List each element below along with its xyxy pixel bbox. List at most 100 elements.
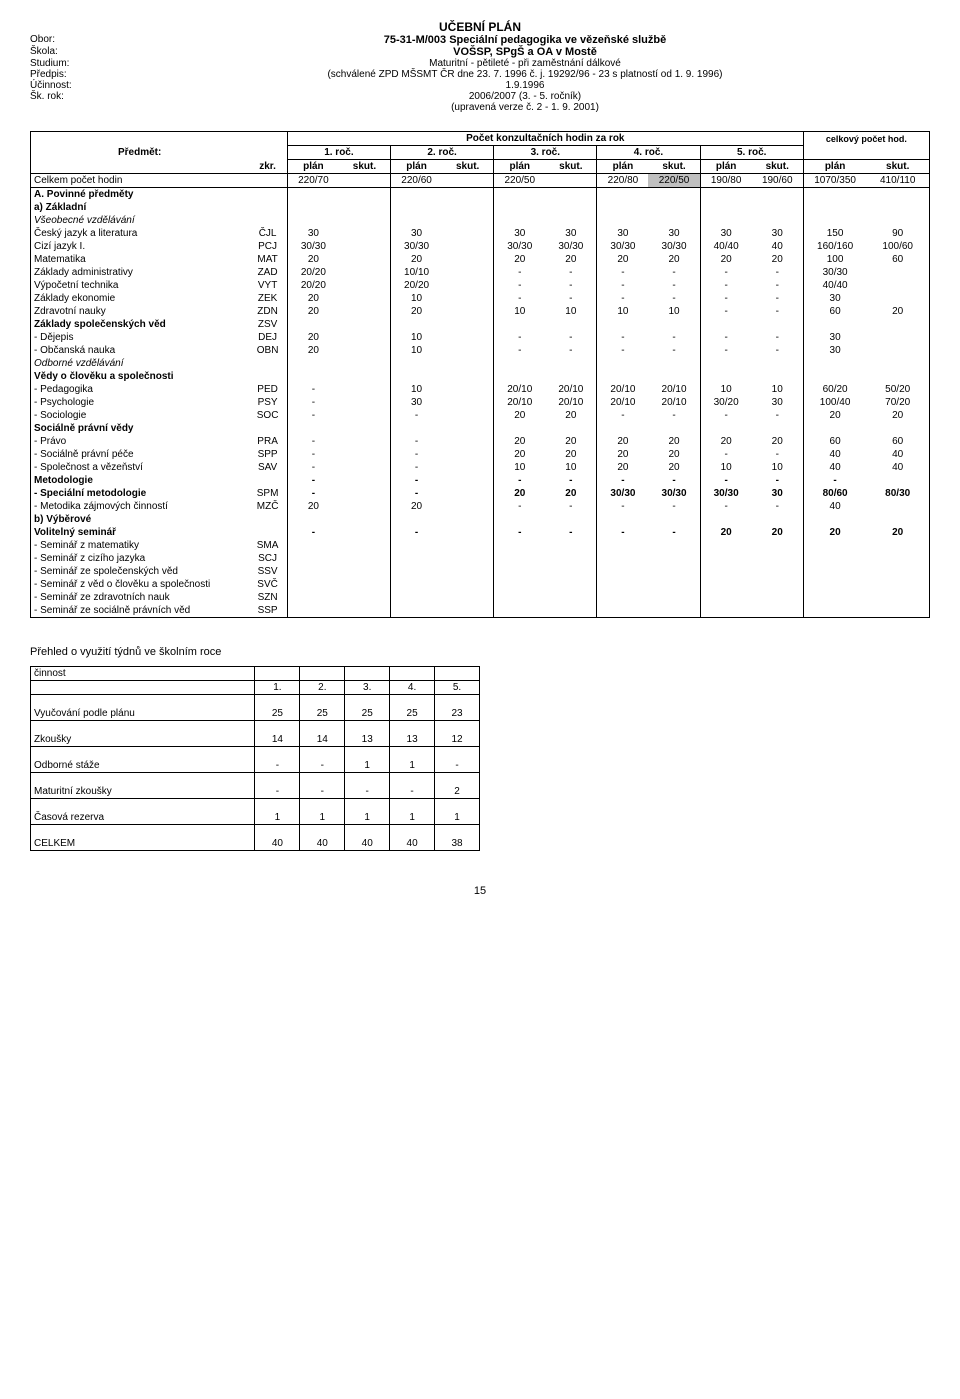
row-zkr: SPP bbox=[248, 448, 287, 461]
ov-cell: 1 bbox=[390, 811, 435, 825]
cell: - bbox=[494, 292, 546, 305]
cell bbox=[597, 370, 649, 383]
cell bbox=[339, 591, 391, 604]
plan-header: plán bbox=[700, 160, 752, 174]
cell: - bbox=[752, 305, 804, 318]
cell bbox=[545, 578, 597, 591]
cell bbox=[803, 552, 866, 565]
zkr-header: zkr. bbox=[248, 160, 287, 174]
cell bbox=[700, 513, 752, 526]
ucinnost-label: Účinnost: bbox=[30, 80, 120, 91]
cell bbox=[545, 370, 597, 383]
cell bbox=[442, 188, 494, 202]
row-zkr: ZSV bbox=[248, 318, 287, 331]
row-name: - Psychologie bbox=[31, 396, 249, 409]
cell bbox=[545, 604, 597, 618]
skut-header: skut. bbox=[545, 160, 597, 174]
cell bbox=[287, 318, 339, 331]
cell: - bbox=[700, 292, 752, 305]
cell bbox=[803, 188, 866, 202]
cell bbox=[287, 513, 339, 526]
cell: - bbox=[752, 344, 804, 357]
cell: 20 bbox=[700, 435, 752, 448]
cell: 220/50 bbox=[648, 174, 700, 188]
cell: 20 bbox=[545, 253, 597, 266]
cell: 60 bbox=[803, 435, 866, 448]
cell bbox=[339, 604, 391, 618]
cell bbox=[287, 578, 339, 591]
cell bbox=[339, 370, 391, 383]
cell bbox=[803, 318, 866, 331]
cell bbox=[648, 214, 700, 227]
row-zkr: SVČ bbox=[248, 578, 287, 591]
ov-cell: 40 bbox=[255, 837, 300, 851]
cell: - bbox=[391, 526, 443, 539]
row-name: - Sociologie bbox=[31, 409, 249, 422]
cell bbox=[442, 396, 494, 409]
cell bbox=[648, 318, 700, 331]
cell bbox=[339, 526, 391, 539]
cell: - bbox=[648, 292, 700, 305]
cell: 1070/350 bbox=[803, 174, 866, 188]
row-zkr: ZAD bbox=[248, 266, 287, 279]
cell: 20 bbox=[752, 526, 804, 539]
row-name: - Občanská nauka bbox=[31, 344, 249, 357]
cell bbox=[391, 591, 443, 604]
cell bbox=[391, 513, 443, 526]
cell bbox=[339, 214, 391, 227]
cell: 60 bbox=[803, 305, 866, 318]
cell bbox=[866, 604, 929, 618]
row-name: Odborné vzdělávání bbox=[31, 357, 249, 370]
cell bbox=[866, 344, 929, 357]
cell: - bbox=[648, 266, 700, 279]
cell: 20 bbox=[866, 305, 929, 318]
cell bbox=[339, 552, 391, 565]
row-name: - Speciální metodologie bbox=[31, 487, 249, 500]
year-header: 3. roč. bbox=[494, 146, 597, 160]
cell bbox=[752, 591, 804, 604]
cell bbox=[866, 188, 929, 202]
cell: - bbox=[287, 487, 339, 500]
cell bbox=[442, 253, 494, 266]
row-name: - Metodika zájmových činností bbox=[31, 500, 249, 513]
ov-cell: - bbox=[255, 759, 300, 773]
row-name: A. Povinné předměty bbox=[31, 188, 249, 202]
cell: - bbox=[648, 526, 700, 539]
cell bbox=[442, 292, 494, 305]
cell bbox=[442, 474, 494, 487]
cell: - bbox=[700, 279, 752, 292]
cell bbox=[700, 214, 752, 227]
cell bbox=[752, 188, 804, 202]
cell: 30 bbox=[803, 292, 866, 305]
cell bbox=[339, 448, 391, 461]
cell: 20 bbox=[545, 448, 597, 461]
cell bbox=[866, 565, 929, 578]
row-name: - Seminář z věd o člověku a společnosti bbox=[31, 578, 249, 591]
cell: 20 bbox=[494, 435, 546, 448]
cell: 20 bbox=[494, 448, 546, 461]
cell bbox=[866, 318, 929, 331]
cell bbox=[700, 591, 752, 604]
cell: 40 bbox=[866, 461, 929, 474]
cell: 10 bbox=[752, 461, 804, 474]
cell bbox=[442, 344, 494, 357]
cell bbox=[442, 461, 494, 474]
cell bbox=[545, 174, 597, 188]
cell: 20/10 bbox=[597, 396, 649, 409]
cell bbox=[287, 604, 339, 618]
ov-cell: - bbox=[390, 785, 435, 799]
cell bbox=[752, 565, 804, 578]
row-zkr bbox=[248, 474, 287, 487]
cell: - bbox=[700, 500, 752, 513]
cell bbox=[287, 539, 339, 552]
cell bbox=[442, 526, 494, 539]
cell: - bbox=[287, 435, 339, 448]
ov-cell: 40 bbox=[300, 837, 345, 851]
cell bbox=[648, 539, 700, 552]
cell: 220/80 bbox=[597, 174, 649, 188]
cell: 40 bbox=[803, 448, 866, 461]
row-name: Sociálně právní vědy bbox=[31, 422, 249, 435]
cell: 150 bbox=[803, 227, 866, 240]
cell: 70/20 bbox=[866, 396, 929, 409]
cell: 20 bbox=[752, 435, 804, 448]
